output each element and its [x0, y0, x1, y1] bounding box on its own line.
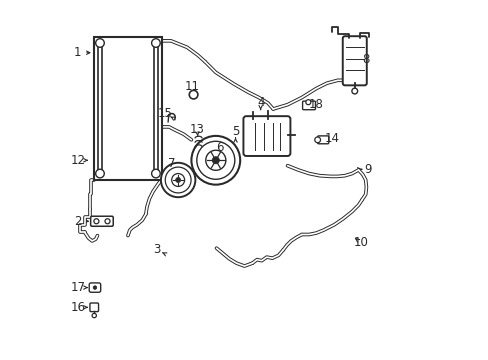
Text: 6: 6 [215, 141, 223, 154]
Text: 10: 10 [353, 236, 368, 249]
Text: 16: 16 [70, 301, 85, 314]
Text: 18: 18 [308, 98, 323, 111]
Circle shape [151, 169, 160, 178]
Text: 13: 13 [189, 123, 204, 136]
FancyBboxPatch shape [243, 116, 290, 156]
Circle shape [171, 174, 184, 186]
Text: 7: 7 [168, 157, 176, 170]
Circle shape [151, 39, 160, 47]
Circle shape [314, 137, 320, 143]
Circle shape [92, 314, 96, 318]
Bar [94, 37, 162, 180]
FancyBboxPatch shape [317, 136, 328, 144]
Text: 15: 15 [157, 107, 172, 120]
Circle shape [351, 88, 357, 94]
Text: 5: 5 [231, 125, 239, 138]
FancyBboxPatch shape [90, 216, 113, 226]
Text: 11: 11 [184, 80, 200, 93]
Text: 3: 3 [153, 243, 160, 256]
Text: 1: 1 [74, 46, 81, 59]
Circle shape [175, 177, 180, 183]
Circle shape [94, 219, 99, 224]
Circle shape [205, 150, 225, 170]
Text: 12: 12 [70, 154, 85, 167]
Circle shape [212, 157, 219, 164]
Circle shape [191, 136, 240, 185]
FancyBboxPatch shape [302, 101, 315, 110]
FancyBboxPatch shape [89, 283, 101, 292]
Circle shape [196, 141, 234, 179]
Text: 17: 17 [70, 281, 85, 294]
Circle shape [161, 163, 195, 197]
Text: 4: 4 [256, 96, 264, 109]
Circle shape [165, 167, 191, 193]
Circle shape [96, 169, 104, 178]
Text: 2: 2 [74, 215, 81, 228]
Text: 8: 8 [362, 53, 369, 66]
Circle shape [105, 219, 110, 224]
Text: 14: 14 [324, 132, 339, 145]
Text: 9: 9 [364, 163, 371, 176]
FancyBboxPatch shape [90, 303, 99, 312]
Circle shape [305, 100, 310, 105]
Circle shape [93, 286, 97, 289]
Circle shape [96, 39, 104, 47]
FancyBboxPatch shape [342, 36, 366, 85]
Circle shape [189, 90, 198, 99]
